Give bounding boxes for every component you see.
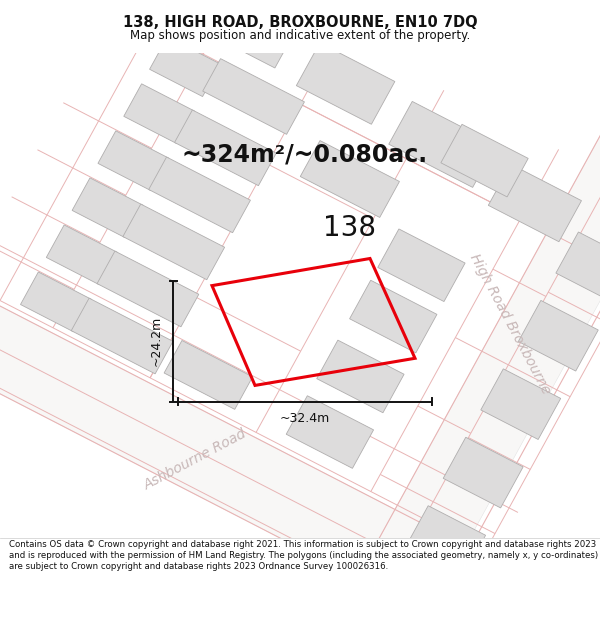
Polygon shape xyxy=(481,369,561,439)
Polygon shape xyxy=(46,225,117,285)
Text: Ashbourne Road: Ashbourne Road xyxy=(141,427,249,493)
Text: Map shows position and indicative extent of the property.: Map shows position and indicative extent… xyxy=(130,29,470,42)
Polygon shape xyxy=(406,506,485,576)
Polygon shape xyxy=(124,84,194,144)
Polygon shape xyxy=(556,232,600,302)
Polygon shape xyxy=(518,301,598,371)
Text: Contains OS data © Crown copyright and database right 2021. This information is : Contains OS data © Crown copyright and d… xyxy=(9,540,598,571)
Text: ~24.2m: ~24.2m xyxy=(150,316,163,366)
Text: ~32.4m: ~32.4m xyxy=(280,411,330,424)
Polygon shape xyxy=(443,438,523,508)
Polygon shape xyxy=(72,178,143,238)
Polygon shape xyxy=(71,298,173,374)
Polygon shape xyxy=(286,396,374,468)
Polygon shape xyxy=(378,229,465,301)
Polygon shape xyxy=(0,150,600,625)
Polygon shape xyxy=(317,340,404,412)
Polygon shape xyxy=(149,37,220,96)
Polygon shape xyxy=(196,0,298,68)
Text: ~324m²/~0.080ac.: ~324m²/~0.080ac. xyxy=(182,143,428,167)
Polygon shape xyxy=(164,341,253,409)
Polygon shape xyxy=(488,164,581,242)
Polygon shape xyxy=(98,131,169,191)
Polygon shape xyxy=(186,0,600,625)
Text: High Road Broxbourne: High Road Broxbourne xyxy=(467,252,553,397)
Text: 138, HIGH ROAD, BROXBOURNE, EN10 7DQ: 138, HIGH ROAD, BROXBOURNE, EN10 7DQ xyxy=(122,15,478,30)
Polygon shape xyxy=(149,157,250,232)
Polygon shape xyxy=(20,272,91,332)
Polygon shape xyxy=(350,280,437,353)
Polygon shape xyxy=(441,124,528,197)
Polygon shape xyxy=(123,204,224,280)
Text: 138: 138 xyxy=(323,214,377,241)
Polygon shape xyxy=(296,43,395,124)
Polygon shape xyxy=(97,251,199,327)
Polygon shape xyxy=(203,59,304,134)
Polygon shape xyxy=(300,141,400,218)
Polygon shape xyxy=(389,101,496,188)
Polygon shape xyxy=(175,110,276,186)
